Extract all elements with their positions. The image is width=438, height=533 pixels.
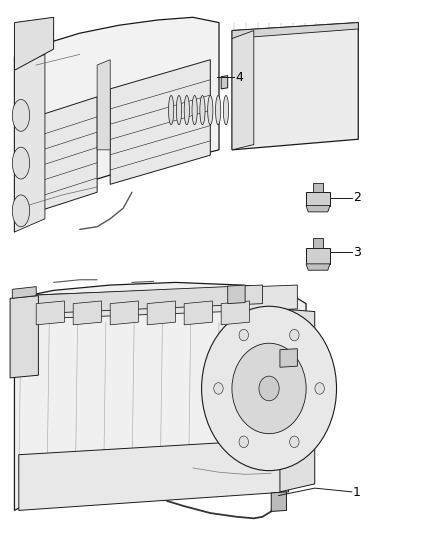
Text: 1: 1 (353, 486, 361, 499)
Ellipse shape (184, 95, 189, 125)
Text: 3: 3 (353, 246, 361, 259)
Polygon shape (313, 183, 322, 192)
Polygon shape (36, 301, 64, 325)
Ellipse shape (200, 95, 205, 125)
Polygon shape (271, 492, 286, 512)
Circle shape (239, 436, 248, 448)
Polygon shape (313, 238, 322, 248)
Circle shape (290, 436, 299, 448)
Polygon shape (232, 22, 358, 150)
Polygon shape (10, 296, 39, 378)
Polygon shape (306, 264, 330, 270)
Polygon shape (306, 206, 330, 212)
Ellipse shape (192, 95, 197, 125)
Polygon shape (14, 17, 53, 70)
Ellipse shape (12, 195, 30, 227)
Polygon shape (232, 22, 358, 38)
Circle shape (214, 383, 223, 394)
Ellipse shape (12, 147, 30, 179)
Polygon shape (221, 301, 250, 325)
Polygon shape (228, 285, 245, 304)
Ellipse shape (223, 95, 229, 125)
Polygon shape (184, 301, 212, 325)
Polygon shape (19, 439, 289, 511)
Ellipse shape (215, 95, 221, 125)
Polygon shape (14, 54, 45, 232)
Text: 2: 2 (353, 191, 361, 204)
Polygon shape (14, 282, 306, 511)
Polygon shape (12, 287, 36, 298)
Polygon shape (221, 76, 228, 89)
Circle shape (239, 329, 248, 341)
Polygon shape (110, 301, 138, 325)
Polygon shape (14, 17, 219, 232)
Circle shape (290, 329, 299, 341)
Circle shape (315, 383, 325, 394)
Polygon shape (110, 60, 210, 184)
Polygon shape (280, 349, 297, 367)
Polygon shape (73, 301, 102, 325)
Text: 4: 4 (236, 71, 244, 84)
Polygon shape (232, 30, 254, 150)
Circle shape (232, 343, 306, 434)
Polygon shape (147, 301, 176, 325)
Polygon shape (306, 248, 330, 264)
Polygon shape (23, 285, 262, 314)
Ellipse shape (12, 100, 30, 131)
Circle shape (201, 306, 336, 471)
Polygon shape (23, 97, 97, 216)
Circle shape (259, 376, 279, 401)
Ellipse shape (177, 95, 182, 125)
Ellipse shape (169, 95, 174, 125)
Polygon shape (97, 60, 110, 150)
Polygon shape (14, 285, 297, 319)
Polygon shape (280, 309, 315, 492)
Ellipse shape (208, 95, 213, 125)
Polygon shape (306, 192, 330, 206)
